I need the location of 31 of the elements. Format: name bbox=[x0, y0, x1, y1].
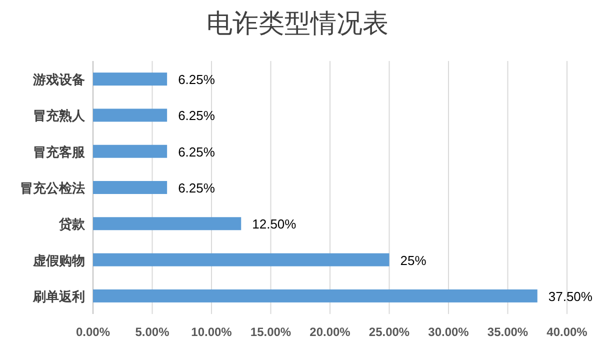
data-label: 6.25% bbox=[178, 72, 216, 88]
x-tick-label: 40.00% bbox=[546, 325, 588, 339]
bar bbox=[93, 108, 168, 122]
y-tick-label: 冒充公检法 bbox=[20, 180, 85, 196]
data-label: 6.25% bbox=[178, 144, 216, 160]
x-tick-label: 25.00% bbox=[368, 325, 410, 339]
x-tick-label: 0.00% bbox=[76, 325, 110, 339]
bar bbox=[93, 253, 390, 266]
data-label: 6.25% bbox=[178, 180, 216, 196]
x-tick-label: 15.00% bbox=[250, 325, 292, 339]
data-label: 25% bbox=[400, 252, 427, 268]
x-tick-label: 20.00% bbox=[310, 325, 351, 339]
bar bbox=[93, 72, 168, 86]
x-tick-label: 35.00% bbox=[487, 325, 528, 339]
chart-title: 电诈类型情况表 bbox=[206, 9, 388, 39]
x-tick-label: 30.00% bbox=[428, 325, 470, 339]
bar bbox=[93, 217, 242, 230]
y-tick-label: 贷款 bbox=[58, 216, 86, 232]
y-tick-label: 冒充熟人 bbox=[33, 108, 86, 124]
data-label: 12.50% bbox=[252, 216, 297, 232]
x-tick-label: 5.00% bbox=[135, 325, 170, 339]
bar bbox=[93, 181, 168, 194]
data-label: 6.25% bbox=[178, 108, 216, 124]
data-label: 37.50% bbox=[548, 288, 593, 304]
y-tick-label: 冒充客服 bbox=[33, 144, 86, 160]
bar bbox=[93, 289, 538, 302]
y-tick-label: 刷单返利 bbox=[32, 288, 85, 304]
bar bbox=[93, 144, 168, 158]
y-tick-label: 虚假购物 bbox=[32, 252, 85, 268]
y-tick-label: 游戏设备 bbox=[32, 72, 85, 88]
x-tick-label: 10.00% bbox=[191, 325, 232, 339]
